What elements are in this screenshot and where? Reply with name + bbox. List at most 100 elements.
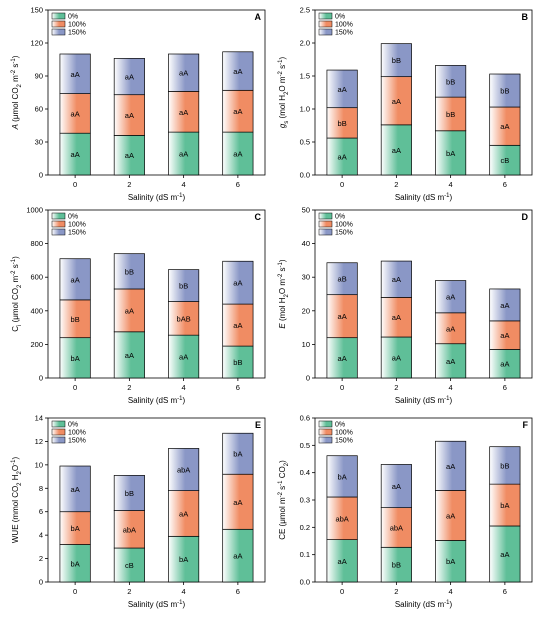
panel-d-ylabel-part-0: E [278,323,287,329]
panel-a-ytick-label-1: 30 [35,138,43,147]
panel-f-xlabel-part-1: -1 [444,600,450,606]
panel-c-bar-4-s1 [168,301,200,336]
panel-d-xtick-label-2: 4 [449,383,453,392]
panel-c-ytick-label-3: 600 [30,273,43,282]
panel-b-xlabel: Salinity (dS m-1) [395,193,453,202]
panel-a-xlabel-part-1: -1 [177,193,183,199]
panel-a-bar-label-2-s0: aA [125,151,134,160]
panel-b-letter: B [522,12,529,22]
panel-f: 0.0 0.1 0.2 0.3 0.4 0.5 0.6 FaA abA bA 0 bB abA aA 2 bA… [278,414,533,609]
panel-b-legend-swatch-2 [318,28,333,36]
panel-b-bar-label-2-s2: bB [392,56,401,65]
panel-a-legend-swatch-2 [51,28,66,36]
panel-e-legend-label-0: 0% [68,422,78,429]
panel-d-ylabel-part-5: s [278,267,287,273]
panel-e-bar-label-6-s2: bA [233,450,242,459]
panel-a-xlabel-part-2: ) [183,193,186,202]
panel-d-bar-label-2-s2: aA [392,275,401,284]
panel-e-bar-0-s0 [59,544,91,583]
panel-e-bar-6-s2 [222,432,254,475]
panel-a-bar-label-4-s0: aA [179,150,188,159]
panel-c-xtick-label-3: 6 [236,383,240,392]
panel-d-ytick-label-5: 50 [302,206,310,215]
panel-e-bar-label-4-s2: abA [177,466,190,475]
panel-c-bar-6-s1 [222,303,254,347]
panel-d-ylabel-part-1: (mol H [278,297,287,323]
panel-b-bar-4-s2 [435,65,467,98]
panel-e-xtick-label-2: 4 [182,587,186,596]
panel-e-letter: E [255,420,261,430]
panel-b-bar-label-6-s1: aA [500,122,509,131]
panel-b-bar-label-4-s1: bB [446,110,455,119]
panel-d-bar-2-s0 [380,336,412,379]
panel-f-legend-swatch-1 [318,428,333,436]
panel-b-legend-label-2: 150% [335,30,353,37]
panel-b-xlabel-part-0: Salinity (dS m [395,193,445,202]
panel-a-bar-label-4-s2: aA [179,69,188,78]
panel-c-legend-label-2: 150% [68,230,86,237]
panel-e-ytick-label-1: 2 [39,554,43,563]
panel-c-ytick-label-2: 400 [30,306,43,315]
panel-b-frame [314,9,533,176]
panel-a-bar-label-0-s1: aA [71,109,80,118]
panel-f-bar-6-s1 [489,483,521,527]
panel-d-bar-2-s2 [380,260,412,298]
panel-d-frame [314,209,533,379]
panel-f-bar-label-6-s2: bB [500,461,509,470]
panel-d-legend-swatch-2 [318,228,333,236]
panel-e-ytick-label-4: 8 [39,484,43,493]
panel-e-bar-label-0-s0: bA [71,559,80,568]
panel-a-ytick-label-4: 120 [30,39,43,48]
panel-e-ylabel-part-2: H [11,474,20,482]
panel-d-bar-label-0-s2: aB [338,275,347,284]
panel-c-bar-2-s2 [113,253,145,290]
panel-e-bar-label-6-s1: aA [233,498,242,507]
panel-c-ytick-label-5: 1000 [26,206,43,215]
panel-b-bar-0-s1 [326,107,358,139]
panel-f-xlabel-part-2: ) [450,600,453,609]
panel-d-legend-label-0: 0% [335,214,345,221]
panel-f-bar-4-s2 [435,440,467,491]
panel-f-bar-0-s2 [326,455,358,498]
panel-c-bar-label-2-s1: aA [125,306,134,315]
panel-f-legend-label-2: 150% [335,438,353,445]
panel-c-legend-label-0: 0% [68,214,78,221]
panel-d-bar-label-6-s0: aA [500,360,509,369]
panel-d-letter: D [522,212,529,222]
panel-c-legend-swatch-1 [51,220,66,228]
panel-f-legend-label-1: 100% [335,430,353,437]
panel-e-ytick-label-7: 14 [35,414,43,423]
panel-b-ytick-label-1: 0.5 [300,138,310,147]
panel-d-bar-label-0-s1: aA [338,312,347,321]
panel-a-ylabel-part-6: -1 [11,58,17,64]
panel-b-ytick-label-2: 1.0 [300,105,310,114]
panel-e-legend: 0%100%150% [51,420,86,445]
panel-e-bar-label-2-s2: bB [125,489,134,498]
panel-f-legend-swatch-0 [318,420,333,428]
panel-f-bar-6-s2 [489,446,521,485]
panel-f-xtick-label-3: 6 [503,587,507,596]
panel-c-bar-label-4-s1: bAB [177,314,191,323]
panel-e-xlabel: Salinity (dS m-1) [128,600,186,609]
panel-b-legend-label-0: 0% [335,14,345,21]
panel-b-legend-label-1: 100% [335,22,353,29]
panel-f-bar-label-0-s2: bA [338,472,347,481]
panel-b-legend-swatch-0 [318,12,333,20]
panel-a-legend-label-2: 150% [68,30,86,37]
panel-a-legend-swatch-0 [51,12,66,20]
panel-e-ylabel-part-5: -1 [11,459,17,465]
panel-b-bar-label-0-s2: aA [338,85,347,94]
panel-c-bar-0-s1 [59,299,91,339]
panel-c-bar-label-4-s0: aA [179,353,188,362]
panel-e-ylabel-part-6: ) [11,457,20,460]
panel-b-xtick-label-2: 4 [449,180,453,189]
panel-d-ylabel-part-4: -2 [278,273,284,279]
panel-c-bar-label-2-s0: aA [125,351,134,360]
panel-d-legend-label-2: 150% [335,230,353,237]
panel-d-bar-0-s0 [326,337,358,379]
panel-b-ylabel-part-8: ) [278,57,287,60]
panel-b-ytick-label-0: 0.0 [300,171,310,180]
panel-c-ylabel-part-1: i [17,325,23,326]
panel-c-bar-label-0-s2: aA [71,275,80,284]
